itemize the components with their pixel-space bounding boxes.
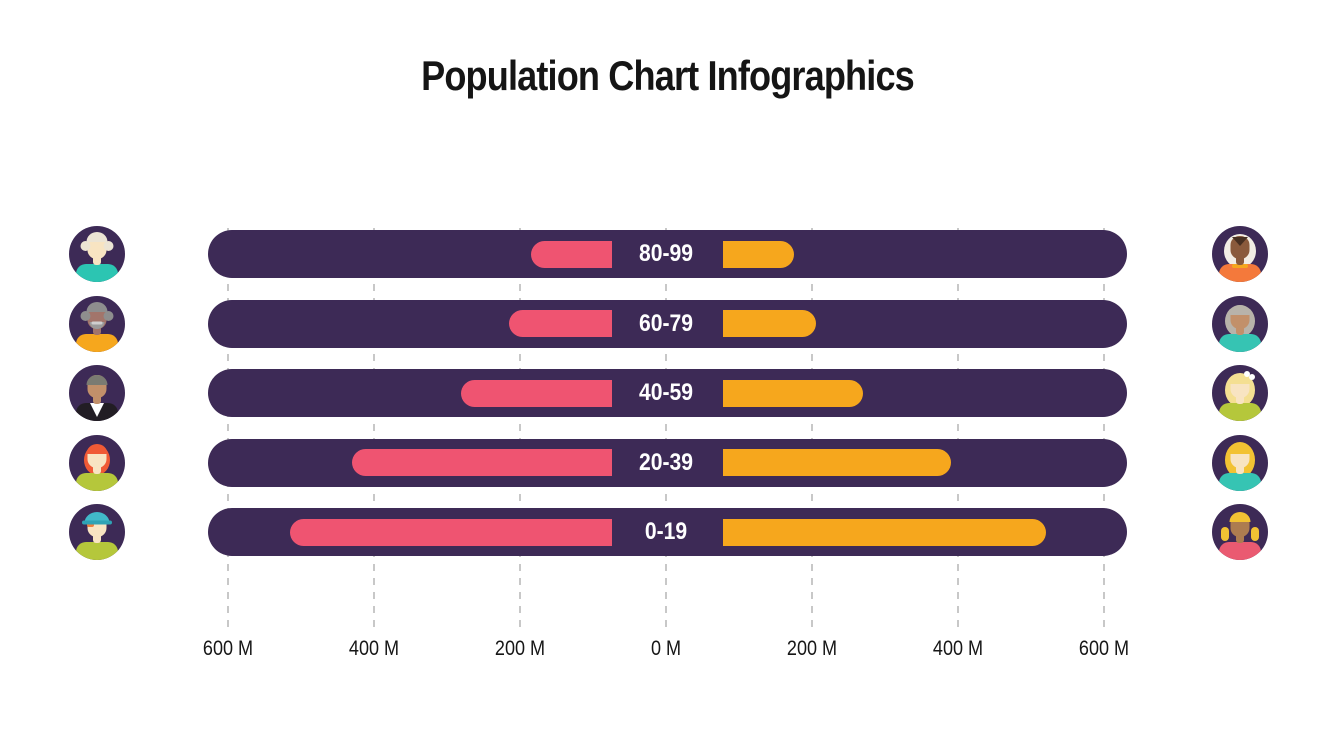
age-row-track [208, 369, 1127, 417]
axis-tick-label: 400 M [345, 637, 403, 661]
age-group-label: 20-39 [638, 448, 694, 476]
axis-grid-line [665, 228, 667, 628]
left-population-bar [530, 240, 612, 268]
right-population-bar [723, 449, 951, 476]
axis-tick-label: 200 M [783, 637, 841, 661]
woman-white-hair-orange-shirt-icon [1212, 226, 1268, 282]
woman-golden-hair-teal-shirt-icon [1212, 434, 1268, 491]
left-population-bar [289, 518, 612, 546]
age-row-track [208, 299, 1127, 348]
age-group-label: 40-59 [638, 379, 694, 406]
right-population-bar [723, 379, 864, 407]
age-row-track [208, 230, 1127, 278]
elderly-woman-gray-hair-teal-shirt-icon [1212, 295, 1268, 352]
axis-tick-label: 600 M [198, 637, 256, 661]
man-gray-hair-black-jacket-icon [69, 365, 125, 421]
axis-tick-text: 200 M [494, 637, 545, 660]
right-population-bar [723, 240, 794, 268]
left-population-bar [461, 379, 612, 407]
axis-grid-line [811, 228, 814, 628]
chart-title: Population Chart Infographics [421, 52, 916, 99]
axis-tick-label: 600 M [1075, 637, 1133, 661]
right-population-bar [723, 518, 1046, 546]
axis-tick-text: 600 M [202, 637, 253, 660]
girl-pigtails-pink-shirt-icon [1212, 504, 1268, 560]
woman-orange-hair-lime-shirt-icon [69, 434, 125, 491]
age-group-label: 0-19 [644, 518, 688, 545]
left-population-bar [351, 449, 612, 476]
axis-tick-text: 400 M [348, 637, 399, 660]
age-group-label: 60-79 [638, 309, 694, 337]
axis-tick-text: 0 M [650, 637, 682, 660]
woman-pale-blonde-bob-lime-shirt-icon [1212, 365, 1268, 421]
axis-grid-line [518, 228, 521, 628]
axis-tick-text: 400 M [933, 637, 984, 660]
right-population-bar [723, 310, 816, 337]
elderly-man-gray-beard-yellow-shirt-icon [69, 295, 125, 352]
axis-tick-label: 200 M [491, 637, 549, 661]
kid-teal-cap-lime-shirt-icon [69, 504, 125, 560]
axis-grid-line [372, 228, 375, 628]
age-group-label: 80-99 [638, 240, 694, 267]
axis-tick-text: 200 M [787, 637, 838, 660]
axis-grid-line [957, 228, 960, 628]
left-population-bar [508, 310, 612, 337]
elderly-man-white-hair-teal-shirt-icon [69, 226, 125, 282]
title-bar: Population Chart Infographics [0, 52, 1336, 100]
axis-grid-line [1103, 228, 1106, 628]
axis-tick-label: 0 M [648, 637, 683, 661]
axis-tick-label: 400 M [929, 637, 987, 661]
axis-grid-line [226, 228, 229, 628]
axis-tick-text: 600 M [1079, 637, 1130, 660]
